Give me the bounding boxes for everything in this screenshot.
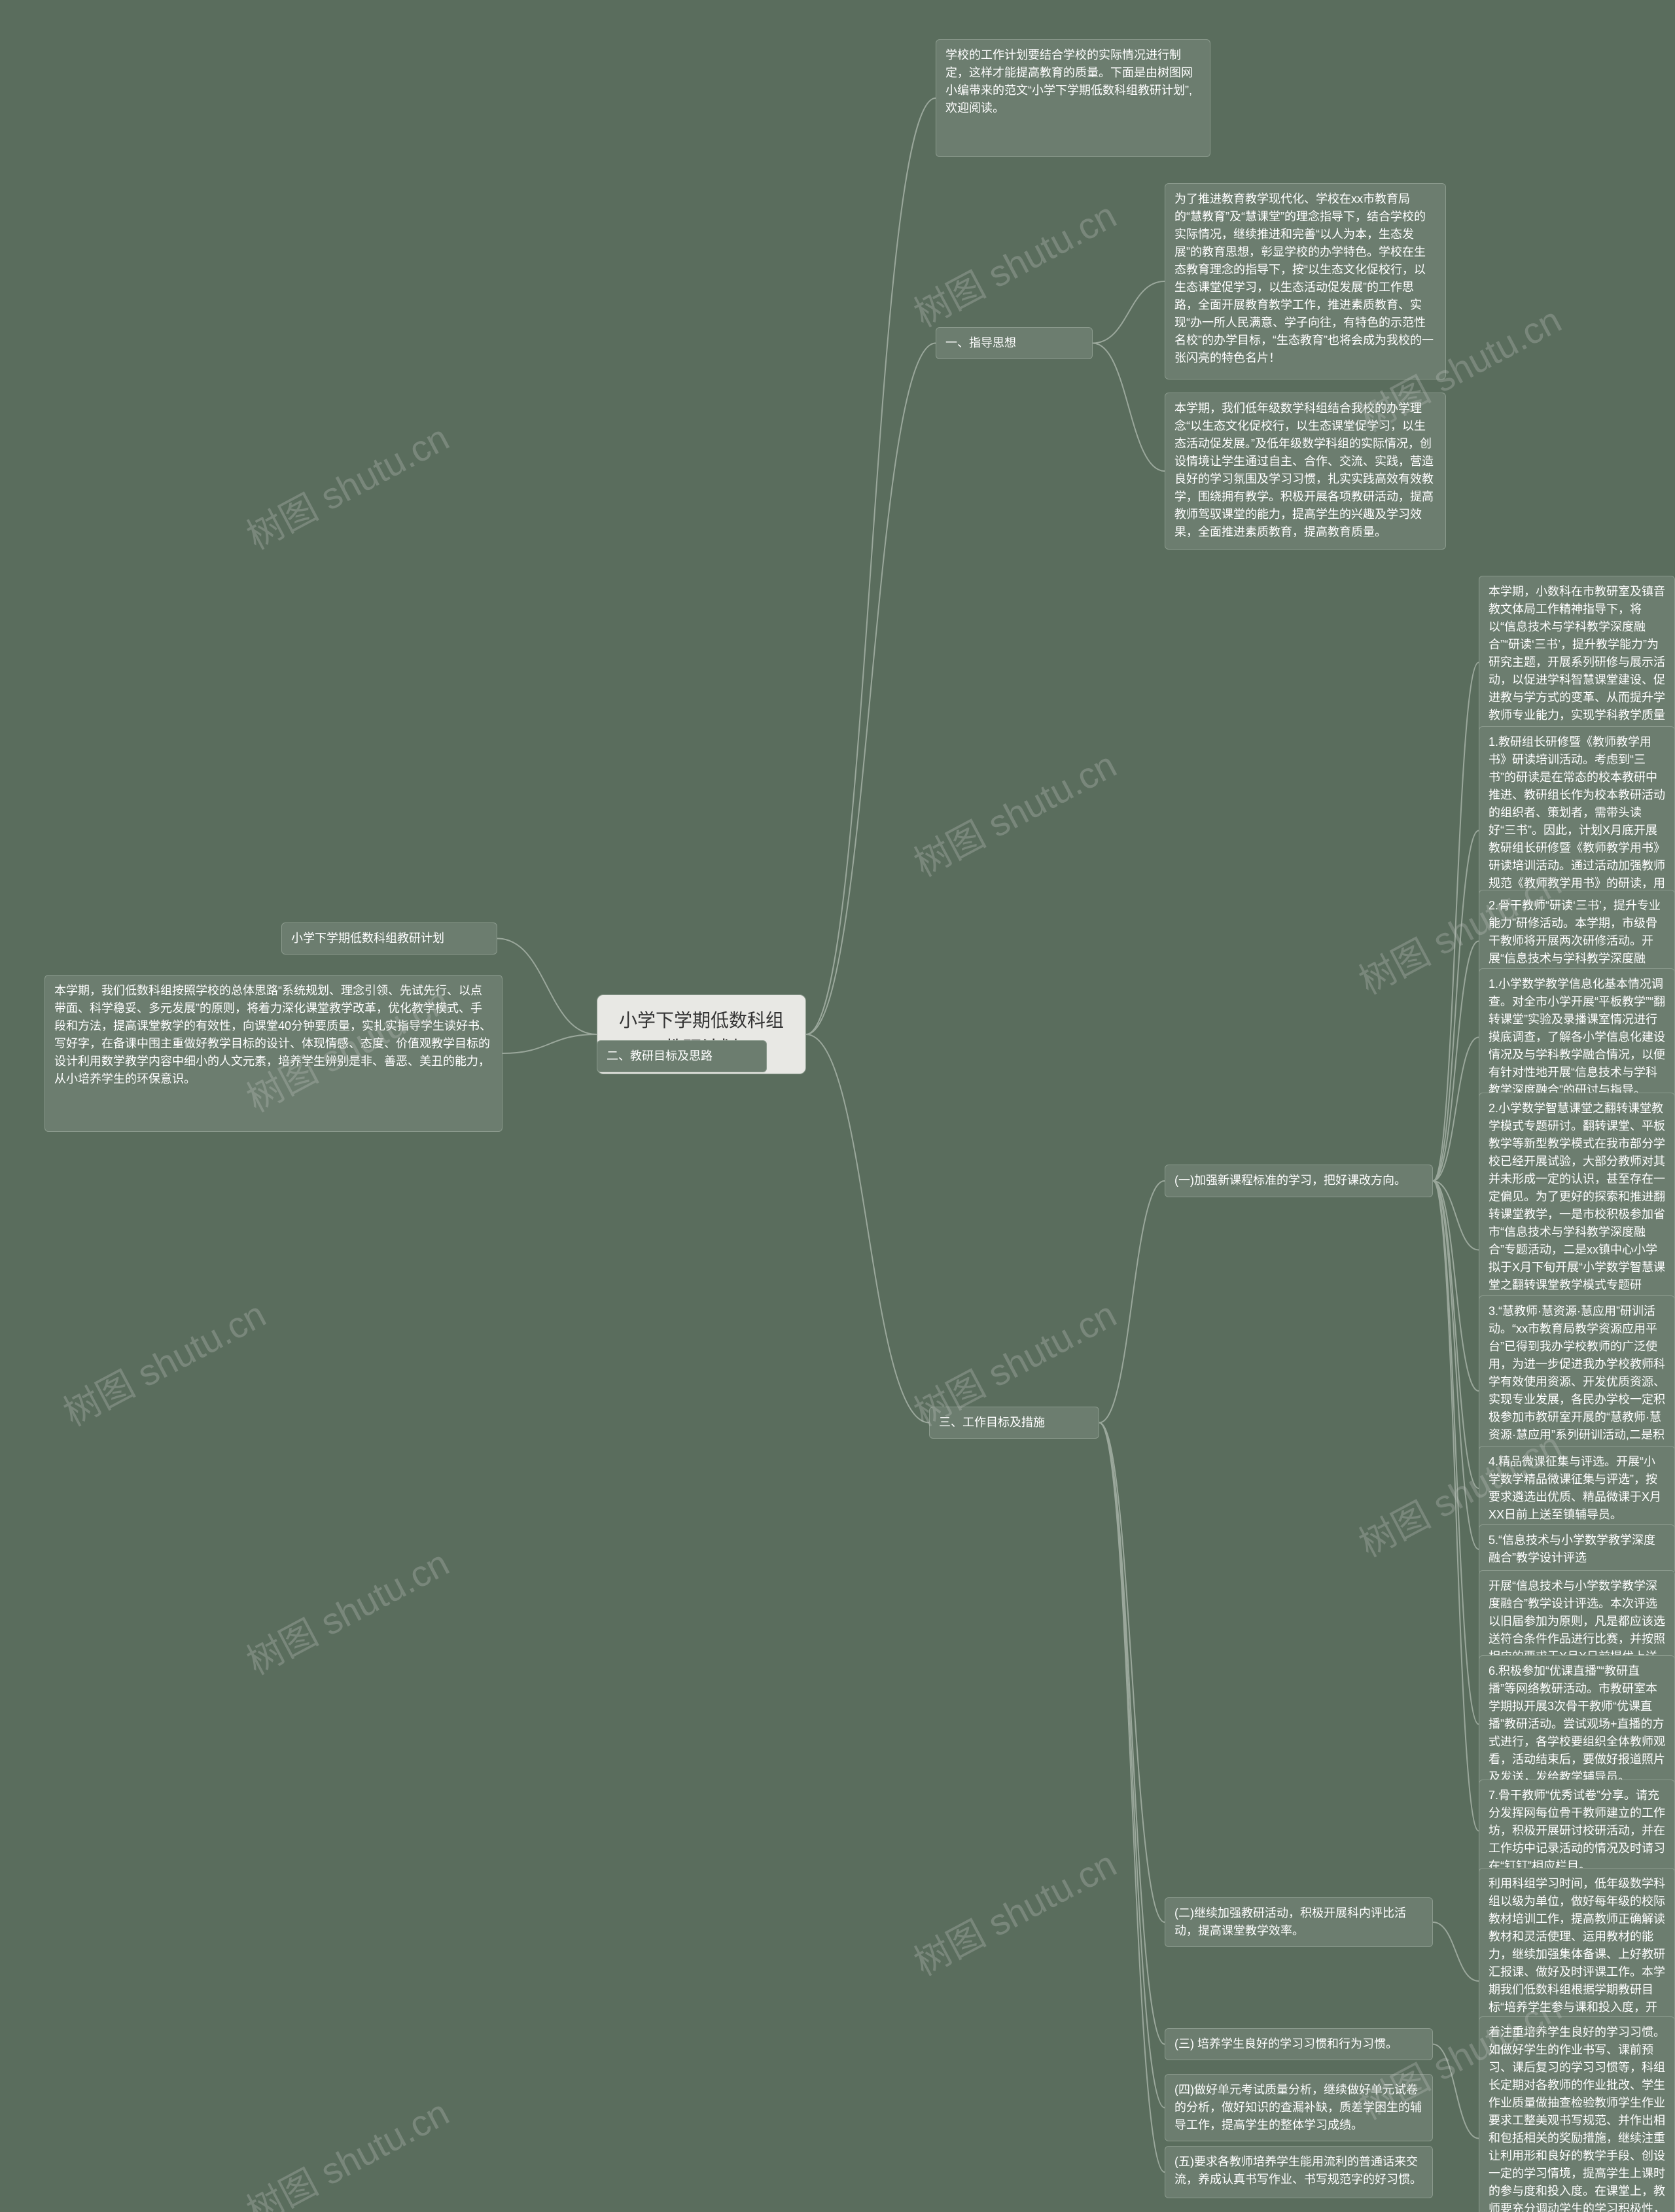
node-l_bottom: 本学期，我们低数科组按照学校的总体思路“系统规划、理念引领、先试先行、以点带面、… [44,975,502,1132]
node-s1: 一、指导思想 [936,327,1093,359]
node-s2: 二、教研目标及思路 [597,1040,767,1072]
edge-s3_1-s3_1h [1433,1181,1479,1549]
edge-s3_1-s3_1a [1433,663,1479,1182]
edge-s3-s3_2 [1099,1423,1165,1923]
node-s3_1a: 本学期，小数科在市教研室及镇音教文体局工作精神指导下，将以“信息技术与学科教学深… [1479,576,1675,749]
watermark: 树图 shutu.cn [904,1835,1125,1986]
edge-s3_1-s3_1d [1433,1038,1479,1182]
edge-center-s3 [806,1034,929,1423]
edge-center-l_top [497,939,597,1035]
edge-s3-s3_5 [1099,1423,1165,2173]
edge-s3-s3_4 [1099,1423,1165,2108]
edge-s3_1-s3_1e [1433,1181,1479,1250]
watermark: 树图 shutu.cn [904,736,1125,887]
node-l_top: 小学下学期低数科组教研计划 [281,922,497,955]
edge-s3-s3_3 [1099,1423,1165,2045]
node-s3: 三、工作目标及措施 [929,1407,1099,1439]
edge-s1-s1b [1093,343,1165,472]
node-intro: 学校的工作计划要结合学校的实际情况进行制定，这样才能提高教育的质量。下面是由树图… [936,39,1210,157]
edge-s3-s3_1 [1099,1181,1165,1423]
node-s3_4: (四)做好单元考试质量分析，继续做好单元试卷的分析，做好知识的查漏补缺，质差学困… [1165,2074,1433,2141]
node-s3_3: (三) 培养学生良好的学习习惯和行为习惯。 [1165,2028,1433,2060]
watermark: 树图 shutu.cn [236,409,457,560]
watermark: 树图 shutu.cn [904,186,1125,338]
node-s3_1d: 1.小学数学教学信息化基本情况调查。对全市小学开展“平板教学”“翻转课堂”实验及… [1479,968,1675,1106]
edge-s3_1-s3_1j [1433,1181,1479,1831]
node-s1b: 本学期，我们低年级数学科组结合我校的办学理念“以生态文化促校行，以生态课堂促学习… [1165,393,1446,550]
node-s3_3a: 着注重培养学生良好的学习习惯。如做好学生的作业书写、课前预习、课后复习的学习习惯… [1479,2016,1675,2212]
watermark: 树图 shutu.cn [236,2084,457,2212]
node-s3_5: (五)要求各教师培养学生能用流利的普通话来交流，养成认真书写作业、书写规范字的好… [1165,2146,1433,2198]
node-s1a: 为了推进教育教学现代化、学校在xx市教育局的“慧教育”及“慧课堂”的理念指导下，… [1165,183,1446,379]
edge-center-s1 [806,343,936,1035]
edge-s3_1-s3_1c [1433,941,1479,1182]
watermark: 树图 shutu.cn [53,1286,274,1437]
edge-center-l_bottom [502,1034,597,1053]
edge-center-intro [806,98,936,1034]
edge-s3_1-s3_1b [1433,831,1479,1182]
edge-s3_1-s3_1f [1433,1181,1479,1391]
watermark: 树图 shutu.cn [236,1534,457,1685]
edge-s1-s1a [1093,281,1165,343]
edge-s3_2-s3_2a [1433,1922,1479,1981]
node-s3_1h: 5.“信息技术与小学数学教学深度融合”教学设计评选 [1479,1524,1675,1574]
node-s3_1g: 4.精品微课征集与评选。开展“小学数学精品微课征集与评选”，按要求遴选出优质、精… [1479,1446,1675,1531]
edge-s3_1-s3_1i [1433,1181,1479,1725]
node-s3_1: (一)加强新课程标准的学习，把好课改方向。 [1165,1165,1433,1197]
node-s3_1j: 7.骨干教师“优秀试卷”分享。请充分发挥网每位骨干教师建立的工作坊，积极开展研讨… [1479,1780,1675,1882]
edge-s3_1-s3_1g [1433,1181,1479,1488]
edge-s3_3-s3_3a [1433,2045,1479,2139]
node-s3_2: (二)继续加强教研活动，积极开展科内评比活动，提高课堂教学效率。 [1165,1897,1433,1947]
node-s3_1i: 6.积极参加“优课直播”“教研直播”等网络教研活动。市教研室本学期拟开展3次骨干… [1479,1655,1675,1793]
